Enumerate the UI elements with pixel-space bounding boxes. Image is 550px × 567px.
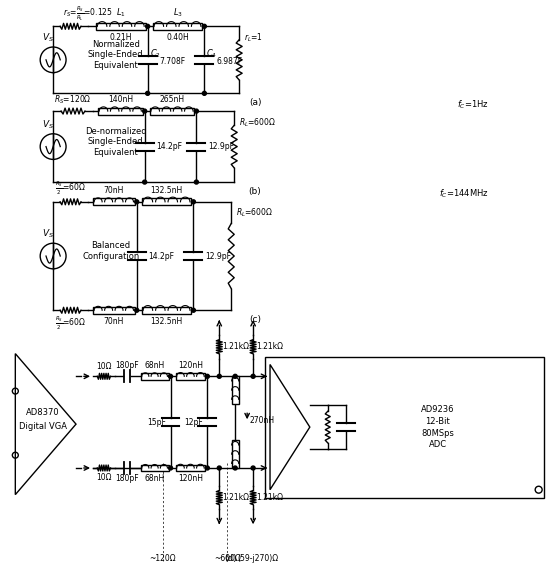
Circle shape: [142, 180, 147, 184]
Text: 132.5nH: 132.5nH: [151, 317, 183, 326]
Text: 180pF: 180pF: [115, 474, 139, 483]
Bar: [141, 373, 168, 380]
Text: (d): (d): [224, 554, 236, 563]
Text: $C_2$: $C_2$: [150, 48, 161, 60]
Bar: [232, 376, 239, 404]
Text: $r_L$=1: $r_L$=1: [244, 31, 263, 44]
Circle shape: [202, 24, 206, 28]
Circle shape: [168, 374, 173, 378]
Text: $R_L$=600Ω: $R_L$=600Ω: [236, 207, 273, 219]
Text: $R_S$=120Ω: $R_S$=120Ω: [54, 94, 92, 106]
Text: 132.5nH: 132.5nH: [151, 186, 183, 195]
Circle shape: [146, 24, 150, 28]
Text: (59-j270)Ω: (59-j270)Ω: [238, 554, 279, 563]
Text: 68nH: 68nH: [145, 361, 165, 370]
Text: (b): (b): [249, 187, 261, 196]
Text: $f_C$=1Hz: $f_C$=1Hz: [457, 98, 489, 111]
Text: Balanced
Configuration: Balanced Configuration: [82, 242, 140, 261]
Text: 7.708F: 7.708F: [160, 57, 186, 66]
Text: $\frac{R_S}{2}$=60Ω: $\frac{R_S}{2}$=60Ω: [55, 315, 86, 332]
Text: 10Ω: 10Ω: [96, 473, 112, 482]
Text: 12-Bit: 12-Bit: [425, 417, 450, 426]
Text: 120nH: 120nH: [178, 361, 203, 370]
Circle shape: [191, 200, 195, 204]
Text: Digital VGA: Digital VGA: [19, 422, 67, 430]
Text: 12.9pF: 12.9pF: [205, 252, 232, 260]
Bar: [152, 23, 202, 29]
Text: $V_S$: $V_S$: [42, 228, 54, 240]
Circle shape: [217, 374, 221, 378]
Text: $r_S$=$\frac{R_S}{R_L}$=0.125: $r_S$=$\frac{R_S}{R_L}$=0.125: [63, 5, 113, 23]
Text: $C_4$: $C_4$: [206, 48, 218, 60]
Text: ~120Ω: ~120Ω: [149, 554, 176, 563]
Text: $\frac{R_S}{2}$=60Ω: $\frac{R_S}{2}$=60Ω: [55, 180, 86, 197]
Text: 270nH: 270nH: [249, 416, 274, 425]
Circle shape: [217, 466, 221, 470]
Text: 12.9pF: 12.9pF: [208, 142, 234, 151]
Text: 265nH: 265nH: [160, 95, 185, 104]
Text: ADC: ADC: [428, 441, 447, 449]
Text: 140nH: 140nH: [108, 95, 133, 104]
Text: 120nH: 120nH: [178, 474, 203, 483]
Text: $f_C$=144MHz: $f_C$=144MHz: [439, 187, 489, 200]
Text: 1.21kΩ: 1.21kΩ: [222, 342, 249, 351]
Text: 70nH: 70nH: [103, 186, 124, 195]
Circle shape: [194, 109, 199, 113]
Text: 12pF: 12pF: [185, 418, 204, 426]
Bar: [175, 464, 205, 471]
Text: $L_1$: $L_1$: [116, 7, 126, 19]
Text: 0.40H: 0.40H: [166, 33, 189, 42]
Circle shape: [191, 308, 195, 312]
Circle shape: [205, 374, 210, 378]
Bar: [142, 198, 191, 205]
Circle shape: [146, 91, 150, 95]
Text: 1.21kΩ: 1.21kΩ: [256, 342, 283, 351]
Circle shape: [251, 466, 255, 470]
Bar: [93, 307, 135, 314]
Text: 80MSps: 80MSps: [421, 429, 454, 438]
Circle shape: [168, 466, 173, 470]
Text: 6.987F: 6.987F: [216, 57, 243, 66]
Bar: [93, 198, 135, 205]
Text: (c): (c): [249, 315, 261, 324]
Text: 10Ω: 10Ω: [96, 362, 112, 371]
Text: 14.2pF: 14.2pF: [148, 252, 175, 260]
Text: Normalized
Single-Ended
Equivalent: Normalized Single-Ended Equivalent: [88, 40, 144, 70]
Text: $L_3$: $L_3$: [173, 7, 183, 19]
Text: AD9236: AD9236: [421, 405, 454, 414]
Circle shape: [142, 109, 147, 113]
Bar: [150, 108, 194, 115]
Bar: [141, 464, 168, 471]
Circle shape: [135, 308, 139, 312]
Text: 0.21H: 0.21H: [109, 33, 132, 42]
Bar: [175, 373, 205, 380]
Text: De-normalized
Single-Ended
Equivalent: De-normalized Single-Ended Equivalent: [85, 127, 147, 156]
Bar: [265, 357, 543, 498]
Circle shape: [135, 200, 139, 204]
Circle shape: [205, 466, 210, 470]
Text: 14.2pF: 14.2pF: [157, 142, 183, 151]
Bar: [232, 441, 239, 468]
Text: 180pF: 180pF: [115, 361, 139, 370]
Bar: [96, 23, 146, 29]
Text: 1.21kΩ: 1.21kΩ: [222, 493, 249, 502]
Bar: [142, 307, 191, 314]
Text: 70nH: 70nH: [103, 317, 124, 326]
Circle shape: [233, 374, 237, 378]
Text: 68nH: 68nH: [145, 474, 165, 483]
Text: ~600Ω: ~600Ω: [214, 554, 241, 563]
Circle shape: [194, 180, 199, 184]
Text: (a): (a): [249, 98, 261, 107]
Text: $V_S$: $V_S$: [42, 32, 54, 44]
Circle shape: [251, 374, 255, 378]
Text: 1.21kΩ: 1.21kΩ: [256, 493, 283, 502]
Text: $V_S$: $V_S$: [42, 119, 54, 131]
Text: AD8370: AD8370: [26, 408, 59, 417]
Circle shape: [202, 91, 206, 95]
Bar: [98, 108, 142, 115]
Text: 15pF: 15pF: [148, 418, 167, 426]
Text: $R_L$=600Ω: $R_L$=600Ω: [239, 116, 276, 129]
Circle shape: [233, 466, 237, 470]
